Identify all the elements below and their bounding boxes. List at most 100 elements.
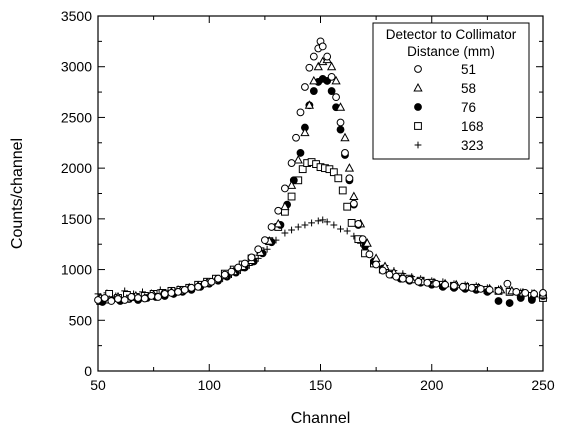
- y-axis-label: Counts/channel: [9, 138, 26, 249]
- data-point-series-323: [337, 225, 344, 233]
- data-point-series-51: [247, 253, 256, 262]
- data-point-series-51: [154, 293, 162, 301]
- data-point-series-51: [107, 297, 116, 305]
- data-point-series-168: [347, 219, 356, 227]
- data-point-series-51: [332, 93, 340, 102]
- data-point-series-58: [335, 102, 346, 111]
- data-point-series-51: [234, 263, 243, 272]
- data-point-series-51: [450, 281, 458, 290]
- data-point-series-76: [505, 299, 514, 307]
- data-point-series-168: [334, 174, 343, 183]
- data-point-series-323: [323, 218, 331, 226]
- data-point-series-51: [207, 277, 216, 286]
- data-point-series-51: [187, 283, 196, 292]
- data-point-series-323: [314, 217, 322, 225]
- data-point-series-51: [398, 274, 407, 283]
- legend-title-line-2: Distance (mm): [407, 44, 495, 59]
- x-tick-label: 50: [90, 377, 106, 393]
- y-tick-label: 1500: [61, 211, 92, 227]
- data-point-series-51: [354, 220, 363, 228]
- legend-marker-168: [414, 122, 422, 130]
- data-point-series-51: [309, 52, 318, 61]
- data-point-series-58: [293, 154, 303, 164]
- data-point-series-51: [100, 294, 109, 302]
- data-point-series-58: [313, 61, 323, 71]
- legend-marker-51: [414, 65, 422, 73]
- series-51-markers: [94, 37, 547, 305]
- data-point-series-51: [327, 72, 336, 81]
- data-point-series-76: [494, 297, 503, 305]
- data-point-series-51: [94, 296, 102, 304]
- data-point-series-51: [167, 289, 176, 297]
- legend: Detector to Collimator Distance (mm) 51 5…: [372, 22, 530, 160]
- legend-entry-label: 323: [461, 138, 484, 153]
- data-point-series-51: [378, 266, 387, 275]
- data-point-series-323: [294, 223, 302, 231]
- data-point-series-51: [405, 275, 414, 284]
- data-point-series-51: [485, 285, 494, 294]
- legend-box: [372, 22, 530, 160]
- data-point-series-58: [344, 163, 355, 172]
- data-point-series-51: [114, 295, 122, 303]
- data-point-series-51: [539, 289, 547, 297]
- data-point-series-58: [331, 75, 341, 85]
- data-point-series-76: [327, 87, 336, 95]
- axis-ticks: [97, 15, 544, 372]
- data-point-series-58: [280, 201, 290, 211]
- data-point-series-51: [530, 290, 538, 298]
- data-point-series-51: [147, 292, 156, 300]
- y-tick-label: 3500: [61, 8, 92, 24]
- y-tick-label: 0: [84, 363, 92, 379]
- data-markers: [94, 37, 548, 307]
- data-point-series-58: [362, 238, 372, 247]
- data-point-series-323: [263, 245, 271, 253]
- data-point-series-51: [174, 287, 183, 296]
- legend-entry-label: 58: [461, 81, 476, 96]
- data-point-series-323: [281, 229, 289, 237]
- data-point-series-51: [305, 63, 314, 72]
- data-point-series-323: [319, 216, 327, 224]
- y-tick-label: 2500: [61, 109, 92, 125]
- data-point-series-51: [120, 296, 129, 304]
- data-point-series-51: [512, 287, 521, 296]
- data-point-series-51: [260, 236, 269, 245]
- data-point-series-58: [304, 100, 315, 109]
- data-point-series-51: [467, 283, 476, 292]
- data-point-series-58: [326, 61, 337, 71]
- data-point-series-76: [336, 125, 345, 134]
- data-point-series-51: [274, 206, 283, 215]
- data-point-series-51: [287, 159, 296, 167]
- data-point-series-51: [160, 290, 169, 298]
- data-point-series-168: [343, 202, 352, 211]
- data-point-series-51: [459, 282, 467, 291]
- legend-entry-label: 51: [461, 62, 476, 77]
- y-tick-label: 3000: [61, 59, 92, 75]
- data-point-series-51: [194, 282, 203, 291]
- data-point-series-51: [292, 133, 300, 142]
- data-point-series-51: [240, 259, 249, 268]
- data-point-series-51: [392, 272, 401, 281]
- data-point-series-51: [423, 278, 432, 287]
- data-point-series-51: [318, 42, 327, 51]
- data-point-series-58: [340, 132, 350, 142]
- data-point-series-51: [441, 280, 450, 289]
- data-point-series-51: [372, 260, 381, 269]
- legend-marker-323: [414, 141, 422, 149]
- data-point-series-168: [329, 168, 338, 177]
- data-point-series-51: [336, 118, 345, 127]
- data-point-series-51: [503, 279, 512, 288]
- data-point-series-323: [301, 221, 309, 229]
- data-point-series-51: [227, 267, 236, 276]
- y-tick-label: 500: [69, 312, 93, 328]
- data-point-series-51: [267, 223, 276, 231]
- data-point-series-51: [476, 284, 485, 293]
- legend-entry-label: 168: [461, 119, 484, 134]
- data-point-series-51: [323, 52, 332, 61]
- data-point-series-323: [330, 221, 338, 229]
- legend-title-line-1: Detector to Collimator: [386, 27, 517, 42]
- tick-labels: 50 100 150 200 25005001000150020002500300035…: [61, 8, 555, 393]
- data-point-series-51: [385, 270, 394, 279]
- legend-entry-label: 76: [461, 100, 476, 115]
- data-point-series-51: [432, 279, 441, 288]
